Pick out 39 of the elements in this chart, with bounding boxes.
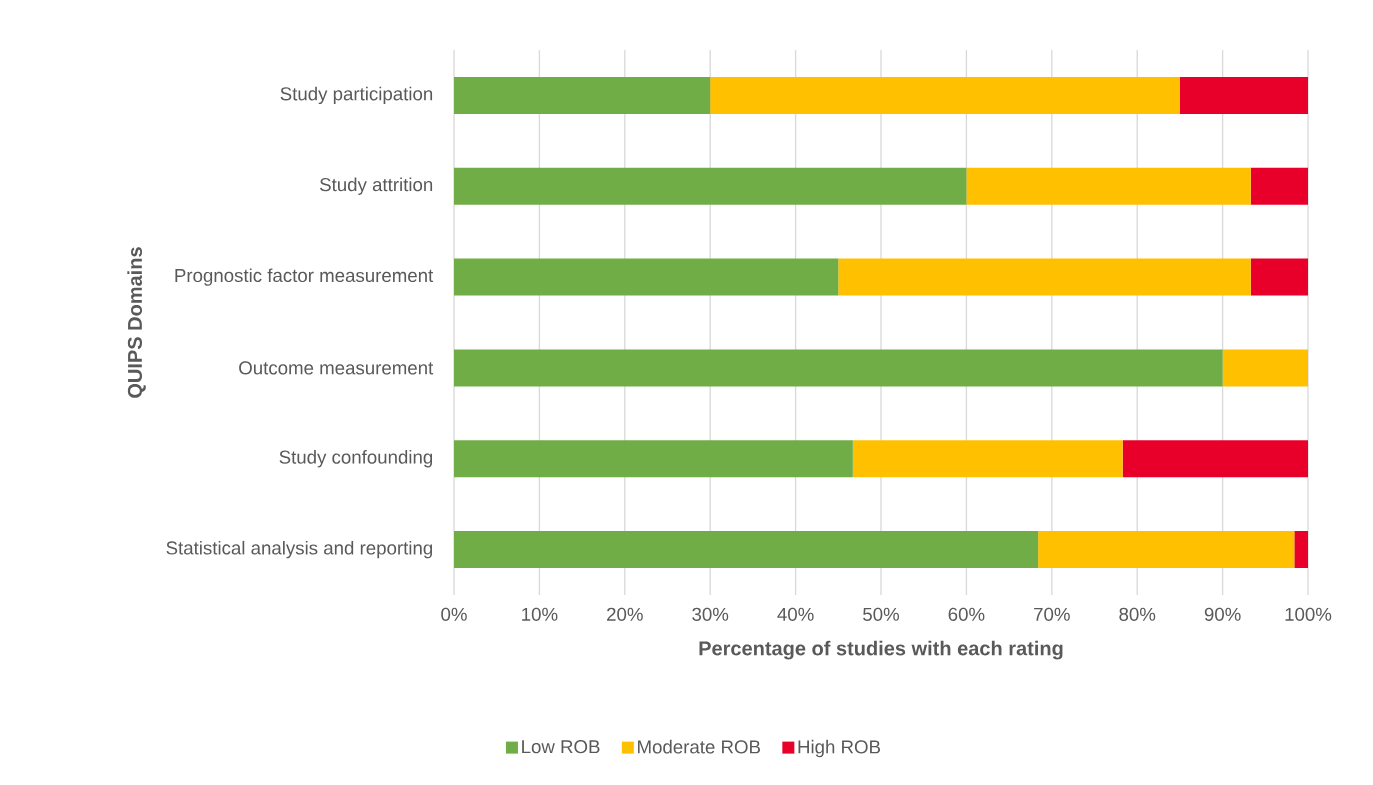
- bar: [454, 440, 853, 478]
- bar: [710, 76, 1180, 114]
- bar: [1250, 167, 1309, 205]
- y-axis-title: QUIPS Domains: [127, 247, 146, 398]
- legend-label: Moderate ROB: [638, 739, 761, 754]
- x-tick-label: 90%: [1204, 607, 1241, 621]
- x-tick-label: 80%: [1119, 607, 1156, 621]
- y-tick-label: Outcome measurement: [239, 361, 434, 375]
- x-tick-label: 10%: [522, 607, 558, 621]
- bar: [838, 258, 1251, 296]
- legend-label: Low ROB: [522, 740, 600, 754]
- bar: [1250, 258, 1309, 296]
- bar: [1222, 349, 1309, 387]
- x-tick-label: 60%: [948, 607, 985, 621]
- bar: [1122, 440, 1309, 478]
- bar: [1294, 531, 1309, 569]
- bar: [454, 258, 839, 296]
- y-tick-label: Study participation: [280, 86, 433, 105]
- x-tick-label: 70%: [1034, 607, 1070, 621]
- x-tick-label: 0%: [441, 607, 467, 621]
- bar: [1179, 76, 1309, 114]
- legend-label: High ROB: [798, 739, 881, 758]
- y-tick-label: Study attrition: [320, 177, 433, 195]
- y-tick-label: Statistical analysis and reporting: [166, 540, 433, 559]
- y-tick-label: Prognostic factor measurement: [175, 268, 434, 286]
- bar: [1038, 531, 1295, 569]
- x-tick-label: 40%: [777, 607, 814, 621]
- x-tick-label: 100%: [1285, 607, 1332, 621]
- y-tick-label: Study confounding: [279, 450, 433, 468]
- bar: [454, 531, 1039, 569]
- x-tick-label: 50%: [863, 607, 900, 621]
- x-tick-label: 30%: [692, 607, 729, 621]
- x-axis-title: Percentage of studies with each rating: [699, 640, 1063, 660]
- bar: [852, 440, 1123, 478]
- bar: [454, 76, 711, 114]
- bar: [966, 167, 1251, 205]
- bar: [454, 167, 967, 205]
- bar: [454, 349, 1223, 387]
- x-tick-label: 20%: [607, 607, 643, 621]
